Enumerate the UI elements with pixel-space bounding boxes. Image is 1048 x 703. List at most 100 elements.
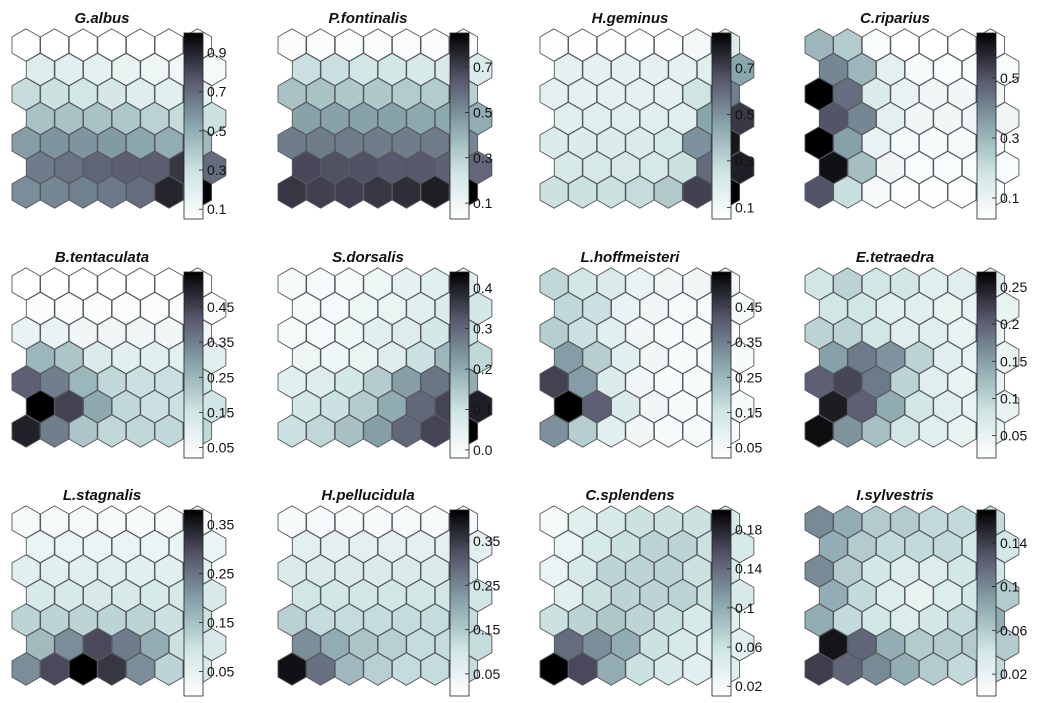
colorbar: [449, 32, 470, 220]
hex-cell: [918, 175, 948, 209]
colorbar-tick-label: 0.3: [473, 150, 493, 166]
colorbar-tick-label: 0.25: [207, 566, 234, 582]
som-panel: I.sylvestris 0.02 0.06 0.1 0.14: [804, 487, 1027, 697]
hex-cell: [833, 414, 863, 448]
som-panel: E.tetraedra 0.05 0.1 0.15 0.2 0.25: [804, 249, 1027, 459]
hex-cell: [40, 652, 70, 686]
hex-cell: [804, 652, 834, 686]
hex-cell: [833, 175, 863, 209]
colorbar-tick-label: 0.2: [473, 361, 493, 377]
som-panel: C.riparius 0.1 0.3 0.5: [804, 10, 1020, 220]
hex-cell: [97, 652, 127, 686]
hex-cell: [334, 414, 364, 448]
colorbar-tick-label: 0.05: [1000, 428, 1027, 444]
hex-cell: [68, 414, 98, 448]
hex-cell: [391, 652, 421, 686]
panel-title: G.albus: [74, 10, 129, 27]
panel-title: H.pellucidula: [321, 487, 414, 504]
hex-cell: [947, 175, 977, 209]
hex-cell: [568, 414, 598, 448]
hex-cell: [539, 414, 569, 448]
hex-cell: [277, 414, 307, 448]
colorbar-tick-label: 0.3: [1000, 130, 1020, 146]
colorbar: [976, 32, 997, 220]
colorbar-tick-label: 0.3: [207, 162, 227, 178]
colorbar-tick-label: 0.05: [207, 439, 234, 455]
hex-cell: [363, 414, 393, 448]
hex-cell: [68, 652, 98, 686]
colorbar: [183, 271, 204, 459]
hex-cell: [833, 652, 863, 686]
hex-cell: [391, 414, 421, 448]
hex-cell: [306, 414, 336, 448]
colorbar-tick-label: 0.15: [735, 404, 762, 420]
hex-cell: [861, 652, 891, 686]
hex-cell: [125, 652, 155, 686]
colorbar-tick-label: 0.1: [1000, 579, 1020, 595]
hex-cell: [653, 175, 683, 209]
colorbar-tick-label: 0.35: [735, 334, 762, 350]
colorbar-tick-label: 0.5: [1000, 70, 1020, 86]
colorbar-tick-label: 0.05: [473, 666, 500, 682]
som-panel: H.pellucidula 0.05 0.15 0.25 0.35: [277, 487, 500, 697]
panel-title: H.geminus: [592, 10, 669, 27]
hex-cell: [539, 652, 569, 686]
colorbar-tick-label: 0.2: [1000, 316, 1020, 332]
hex-cell: [596, 652, 626, 686]
hex-cell: [420, 414, 450, 448]
hex-cell: [154, 175, 184, 209]
colorbar-tick-label: 0.9: [207, 45, 227, 61]
colorbar: [183, 32, 204, 220]
colorbar-tick-label: 0.02: [1000, 666, 1027, 682]
hex-cell: [154, 652, 184, 686]
colorbar-tick-label: 0.35: [473, 533, 500, 549]
colorbar: [711, 32, 732, 220]
colorbar-tick-label: 0.15: [207, 615, 234, 631]
colorbar: [449, 509, 470, 697]
panel-title: I.sylvestris: [856, 487, 934, 504]
hex-cell: [918, 652, 948, 686]
som-panel: B.tentaculata 0.05 0.15 0.25 0.35 0.45: [11, 249, 234, 459]
colorbar: [449, 271, 470, 459]
colorbar-tick-label: 0.25: [735, 369, 762, 385]
hex-cell: [568, 175, 598, 209]
hex-cell: [682, 414, 712, 448]
hex-cell: [861, 175, 891, 209]
hex-cell: [653, 414, 683, 448]
som-panel: S.dorsalis 0.0 0.1 0.2 0.3 0.4: [277, 249, 493, 459]
hex-cell: [68, 175, 98, 209]
panel-title: S.dorsalis: [332, 249, 404, 266]
colorbar-tick-label: 0.1: [207, 201, 227, 217]
colorbar-tick-label: 0.14: [1000, 535, 1027, 551]
colorbar: [711, 271, 732, 459]
colorbar-tick-label: 0.05: [735, 439, 762, 455]
hex-cell: [306, 652, 336, 686]
panel-title: P.fontinalis: [329, 10, 408, 27]
colorbar-tick-label: 0.3: [735, 153, 755, 169]
hex-cell: [363, 652, 393, 686]
hex-cell: [804, 414, 834, 448]
hex-cell: [918, 414, 948, 448]
hex-cell: [420, 652, 450, 686]
panel-title: B.tentaculata: [55, 249, 149, 266]
hex-cell: [625, 652, 655, 686]
colorbar-tick-label: 0.06: [735, 639, 762, 655]
colorbar-tick-label: 0.15: [207, 404, 234, 420]
som-panel: L.hoffmeisteri 0.05 0.15 0.25 0.35 0.45: [539, 249, 762, 459]
hex-cell: [11, 414, 41, 448]
colorbar-tick-label: 0.18: [735, 522, 762, 538]
colorbar-tick-label: 0.35: [207, 334, 234, 350]
colorbar-tick-label: 0.45: [207, 299, 234, 315]
colorbar-tick-label: 0.5: [473, 104, 493, 120]
hex-cell: [40, 175, 70, 209]
colorbar-tick-label: 0.7: [207, 84, 227, 100]
panel-title: C.splendens: [585, 487, 674, 504]
hex-cell: [947, 652, 977, 686]
colorbar: [976, 271, 997, 459]
colorbar-tick-label: 0.35: [207, 517, 234, 533]
colorbar-tick-label: 0.14: [735, 561, 762, 577]
colorbar-tick-label: 0.1: [473, 401, 493, 417]
colorbar: [976, 509, 997, 697]
